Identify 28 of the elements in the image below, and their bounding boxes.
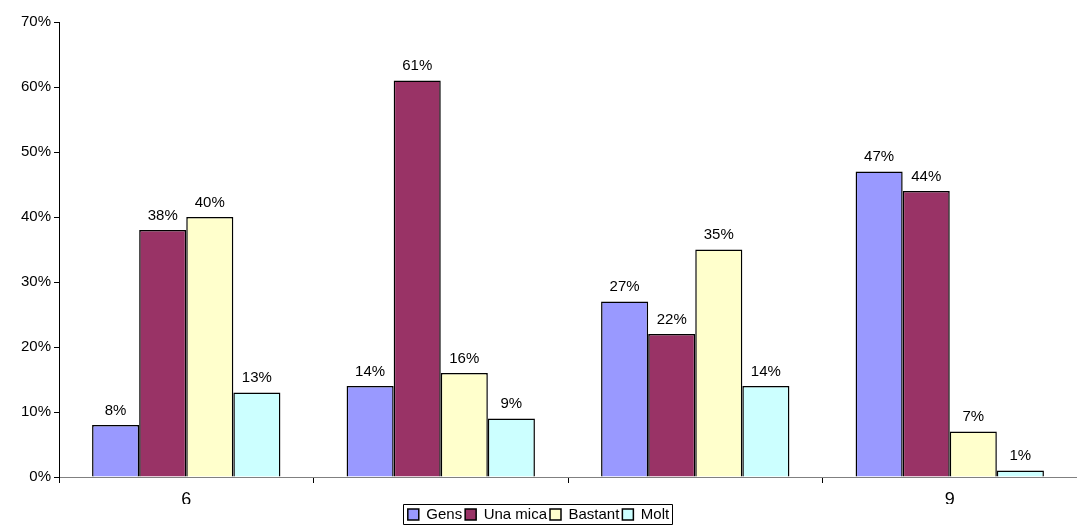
data-label: 13% — [241, 368, 272, 386]
data-label: 27% — [609, 277, 640, 295]
y-tick-label: 20% — [20, 337, 51, 355]
data-label: 47% — [864, 147, 895, 165]
data-label: 38% — [147, 205, 178, 223]
y-tick-label: 30% — [20, 272, 51, 290]
legend-label: Una mica — [483, 504, 548, 522]
data-label: 61% — [402, 56, 433, 74]
data-label: 44% — [911, 166, 942, 184]
legend-label: Molt — [640, 504, 671, 522]
y-tick-label: 0% — [29, 467, 51, 485]
y-tick-label: 60% — [20, 77, 51, 95]
y-tick-label: 70% — [20, 12, 51, 30]
y-tick-label: 40% — [20, 207, 51, 225]
data-label: 16% — [449, 348, 480, 366]
data-label: 22% — [656, 309, 687, 327]
legend-label: Gens — [426, 504, 463, 522]
y-tick-label: 50% — [20, 142, 51, 160]
legend-label: Bastant — [568, 504, 621, 522]
data-label: 14% — [750, 361, 781, 379]
data-label: 14% — [355, 361, 386, 379]
data-label: 40% — [194, 192, 225, 210]
data-label: 9% — [500, 394, 523, 412]
y-tick-label: 10% — [20, 402, 51, 420]
data-label: 7% — [962, 407, 985, 425]
data-label: 1% — [1009, 446, 1032, 464]
data-label: 35% — [703, 225, 734, 243]
data-label: 8% — [104, 400, 127, 418]
